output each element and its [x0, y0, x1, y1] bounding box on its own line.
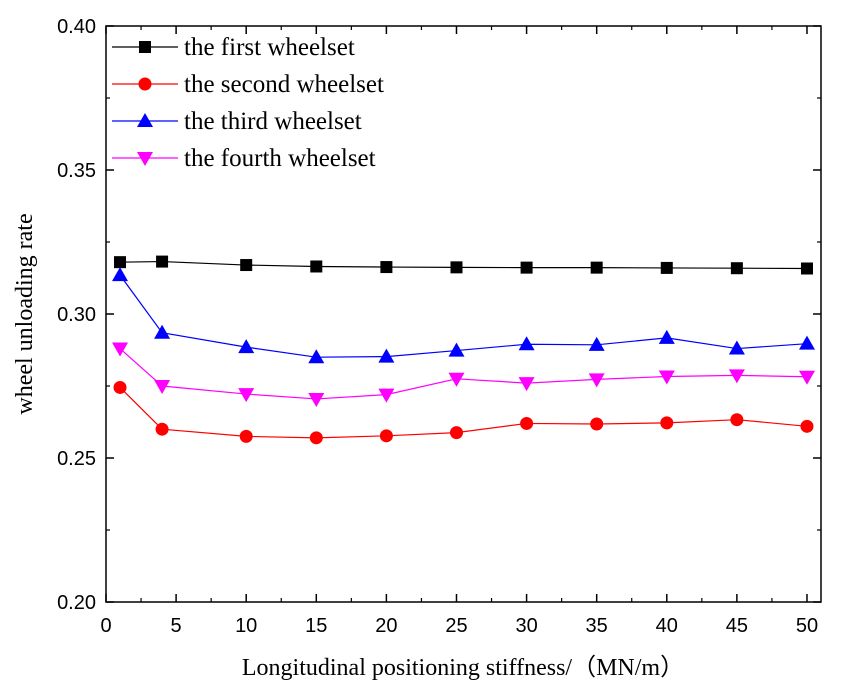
x-tick-label: 0: [100, 615, 111, 637]
x-axis-title: Longitudinal positioning stiffness/（MN/m…: [242, 655, 684, 681]
x-tick-label: 30: [515, 615, 537, 637]
data-point: [155, 422, 169, 436]
legend: the first wheelset the second wheelset the…: [112, 34, 384, 172]
x-tick-label: 20: [375, 615, 397, 637]
series-1-line: [120, 260, 807, 270]
x-tick-label: 45: [726, 615, 748, 637]
data-point: [448, 342, 465, 357]
data-point: [154, 324, 171, 339]
data-point: [379, 429, 393, 443]
series-3: [112, 267, 815, 364]
series-2-line: [119, 387, 808, 439]
data-point: [730, 262, 743, 275]
data-point: [450, 261, 463, 274]
data-point: [588, 336, 605, 351]
data-point: [520, 416, 534, 430]
legend-label: the first wheelset: [184, 34, 355, 61]
data-point: [309, 431, 323, 445]
series-3-line: [119, 274, 808, 358]
legend-marker: [137, 152, 153, 166]
data-point: [518, 377, 535, 392]
data-point: [154, 380, 171, 394]
data-point: [238, 388, 255, 403]
y-tick-label: 0.40: [57, 16, 96, 38]
data-point: [113, 380, 127, 394]
data-point: [658, 329, 675, 344]
y-tick-label: 0.30: [57, 304, 96, 326]
data-point: [114, 256, 127, 269]
x-tick-label: 50: [796, 615, 818, 637]
data-point: [156, 255, 169, 268]
data-point: [378, 388, 395, 403]
data-point: [800, 262, 813, 275]
data-point: [310, 260, 323, 273]
data-point: [308, 349, 325, 364]
data-point: [660, 261, 673, 274]
series-layer: [112, 255, 815, 445]
legend-marker: [138, 77, 152, 91]
data-point: [660, 416, 674, 430]
data-point: [378, 348, 395, 363]
x-tick-label: 40: [656, 615, 678, 637]
y-tick-label: 0.35: [57, 160, 96, 182]
data-point: [240, 259, 253, 272]
data-point: [728, 369, 745, 384]
data-point: [112, 342, 129, 357]
legend-label: the second wheelset: [184, 71, 384, 98]
legend-marker: [139, 41, 151, 53]
y-tick-label: 0.20: [57, 592, 96, 614]
series-4: [112, 342, 815, 407]
data-point: [238, 339, 255, 354]
data-point: [239, 429, 253, 443]
x-axis: 0 5 10 15 20 25 30 35 40 45 50: [100, 26, 818, 637]
y-axis-title: wheel unloading rate: [12, 213, 38, 414]
data-point: [380, 261, 393, 274]
series-1: [114, 255, 813, 275]
data-point: [308, 392, 325, 407]
data-point: [728, 340, 745, 355]
data-point: [798, 335, 815, 350]
data-point: [520, 261, 533, 274]
data-point: [449, 426, 463, 440]
data-point: [730, 413, 744, 427]
x-tick-label: 10: [235, 615, 257, 637]
x-tick-label: 15: [305, 615, 327, 637]
y-tick-label: 0.25: [57, 448, 96, 470]
data-point: [588, 373, 605, 388]
data-point: [590, 261, 603, 274]
data-point: [590, 417, 604, 431]
y-axis: 0.20 0.25 0.30 0.35 0.40: [57, 16, 821, 614]
data-point: [800, 419, 814, 433]
series-2: [113, 380, 814, 445]
x-tick-label: 5: [171, 615, 182, 637]
data-point: [112, 267, 129, 282]
data-point: [798, 370, 815, 385]
legend-label: the fourth wheelset: [184, 145, 376, 172]
data-point: [518, 336, 535, 351]
legend-label: the third wheelset: [184, 108, 362, 135]
x-tick-label: 25: [445, 615, 467, 637]
data-point: [448, 372, 465, 387]
x-tick-label: 35: [586, 615, 608, 637]
legend-marker: [137, 113, 153, 127]
data-point: [658, 370, 675, 385]
